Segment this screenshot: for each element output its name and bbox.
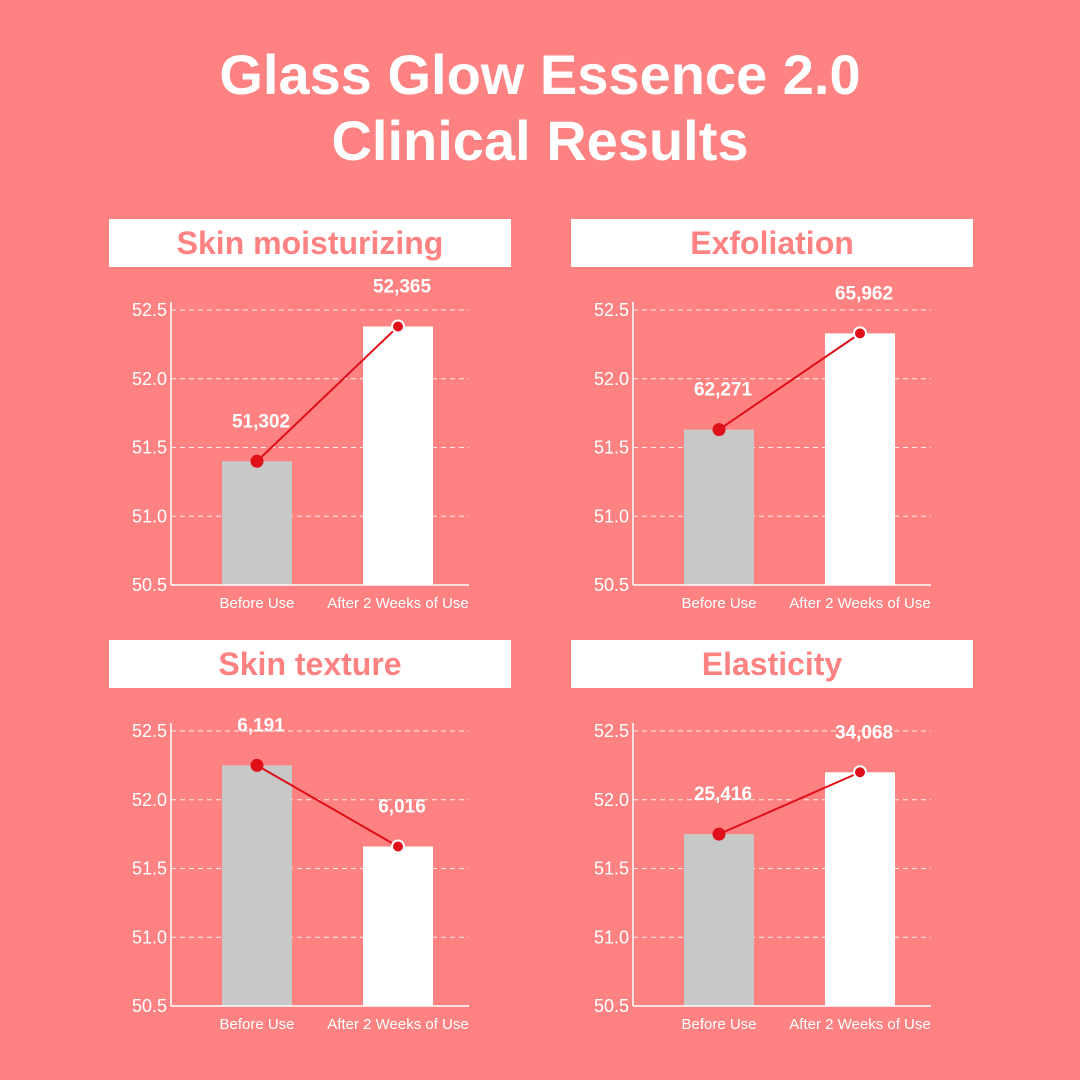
y-tick-label: 51.0 (132, 506, 167, 526)
page-title-line-2: Clinical Results (331, 109, 749, 172)
trend-point (250, 454, 264, 468)
trend-line (718, 771, 861, 836)
y-tick-label: 52.0 (132, 790, 167, 810)
y-tick-label: 52.5 (132, 300, 167, 320)
y-tick-label: 50.5 (132, 996, 167, 1016)
panel-title: Elasticity (571, 640, 973, 688)
bar-chart-skin-moisturizing: 50.5 51.0 51.5 52.0 52.5 51,302 52,365 Before U… (132, 277, 469, 612)
data-label: 52,365 (373, 277, 432, 298)
page-title-line-1: Glass Glow Essence 2.0 (219, 43, 861, 106)
x-tick-label: Before Use (219, 595, 294, 612)
y-tick-label: 52.5 (594, 300, 629, 320)
x-tick-label: Before Use (681, 595, 756, 612)
x-tick-label: Before Use (219, 1016, 294, 1033)
bar-chart-exfoliation: 50.5 51.0 51.5 52.0 52.5 62,271 65,962 Before U… (594, 283, 931, 612)
y-tick-label: 51.0 (594, 506, 629, 526)
trend-point (391, 839, 405, 854)
trend-line (256, 764, 399, 848)
y-tick-label: 52.0 (132, 369, 167, 389)
trend-point (250, 758, 264, 772)
trend-line (718, 332, 861, 431)
x-tick-label: After 2 Weeks of Use (327, 1016, 468, 1033)
x-tick-label: Before Use (681, 1016, 756, 1033)
panel-title: Skin moisturizing (109, 219, 511, 267)
bar-chart-elasticity: 50.5 51.0 51.5 52.0 52.5 25,416 34,068 Before U… (594, 721, 931, 1033)
trend-point (391, 319, 405, 334)
y-tick-label: 52.0 (594, 790, 629, 810)
y-tick-label: 52.5 (132, 721, 167, 741)
bar (222, 765, 292, 1006)
y-tick-label: 51.5 (594, 859, 629, 879)
x-tick-label: After 2 Weeks of Use (789, 595, 930, 612)
y-tick-label: 51.5 (594, 438, 629, 458)
y-tick-label: 52.0 (594, 369, 629, 389)
data-label: 51,302 (232, 411, 290, 432)
chart-panel-skin-moisturizing: Skin moisturizing 50.5 51.0 51.5 52.0 52.5 51… (109, 219, 511, 619)
x-tick-label: After 2 Weeks of Use (789, 1016, 930, 1033)
x-tick-label: After 2 Weeks of Use (327, 595, 468, 612)
y-tick-label: 51.5 (132, 859, 167, 879)
trend-point (712, 827, 726, 841)
bar (825, 333, 895, 585)
bar (222, 461, 292, 585)
trend-point (712, 423, 726, 437)
y-tick-label: 50.5 (594, 996, 629, 1016)
chart-panel-elasticity: Elasticity 50.5 51.0 51.5 52.0 52.5 25,416 34,… (571, 640, 973, 1040)
chart-panel-exfoliation: Exfoliation 50.5 51.0 51.5 52.0 52.5 62,271 65… (571, 219, 973, 619)
bar (684, 834, 754, 1006)
y-tick-label: 51.5 (132, 438, 167, 458)
bar (825, 772, 895, 1006)
bar (363, 326, 433, 585)
panel-title: Skin texture (109, 640, 511, 688)
data-label: 6,191 (237, 715, 285, 736)
y-tick-label: 52.5 (594, 721, 629, 741)
trend-point (853, 326, 867, 341)
bar (684, 429, 754, 585)
data-label: 25,416 (694, 784, 752, 805)
y-tick-label: 51.0 (594, 927, 629, 947)
data-label: 6,016 (378, 797, 426, 818)
bar-chart-skin-texture: 50.5 51.0 51.5 52.0 52.5 6,191 6,016 Before Use… (132, 715, 469, 1033)
data-label: 62,271 (694, 380, 753, 401)
trend-point (853, 765, 867, 780)
panel-title: Exfoliation (571, 219, 973, 267)
data-label: 34,068 (835, 722, 893, 743)
trend-line (256, 325, 399, 462)
y-tick-label: 50.5 (132, 575, 167, 595)
chart-panel-skin-texture: Skin texture 50.5 51.0 51.5 52.0 52.5 6,191 6,… (109, 640, 511, 1040)
data-label: 65,962 (835, 283, 893, 304)
bar (363, 846, 433, 1006)
y-tick-label: 51.0 (132, 927, 167, 947)
y-tick-label: 50.5 (594, 575, 629, 595)
page-title: Glass Glow Essence 2.0 Clinical Results (0, 42, 1080, 174)
